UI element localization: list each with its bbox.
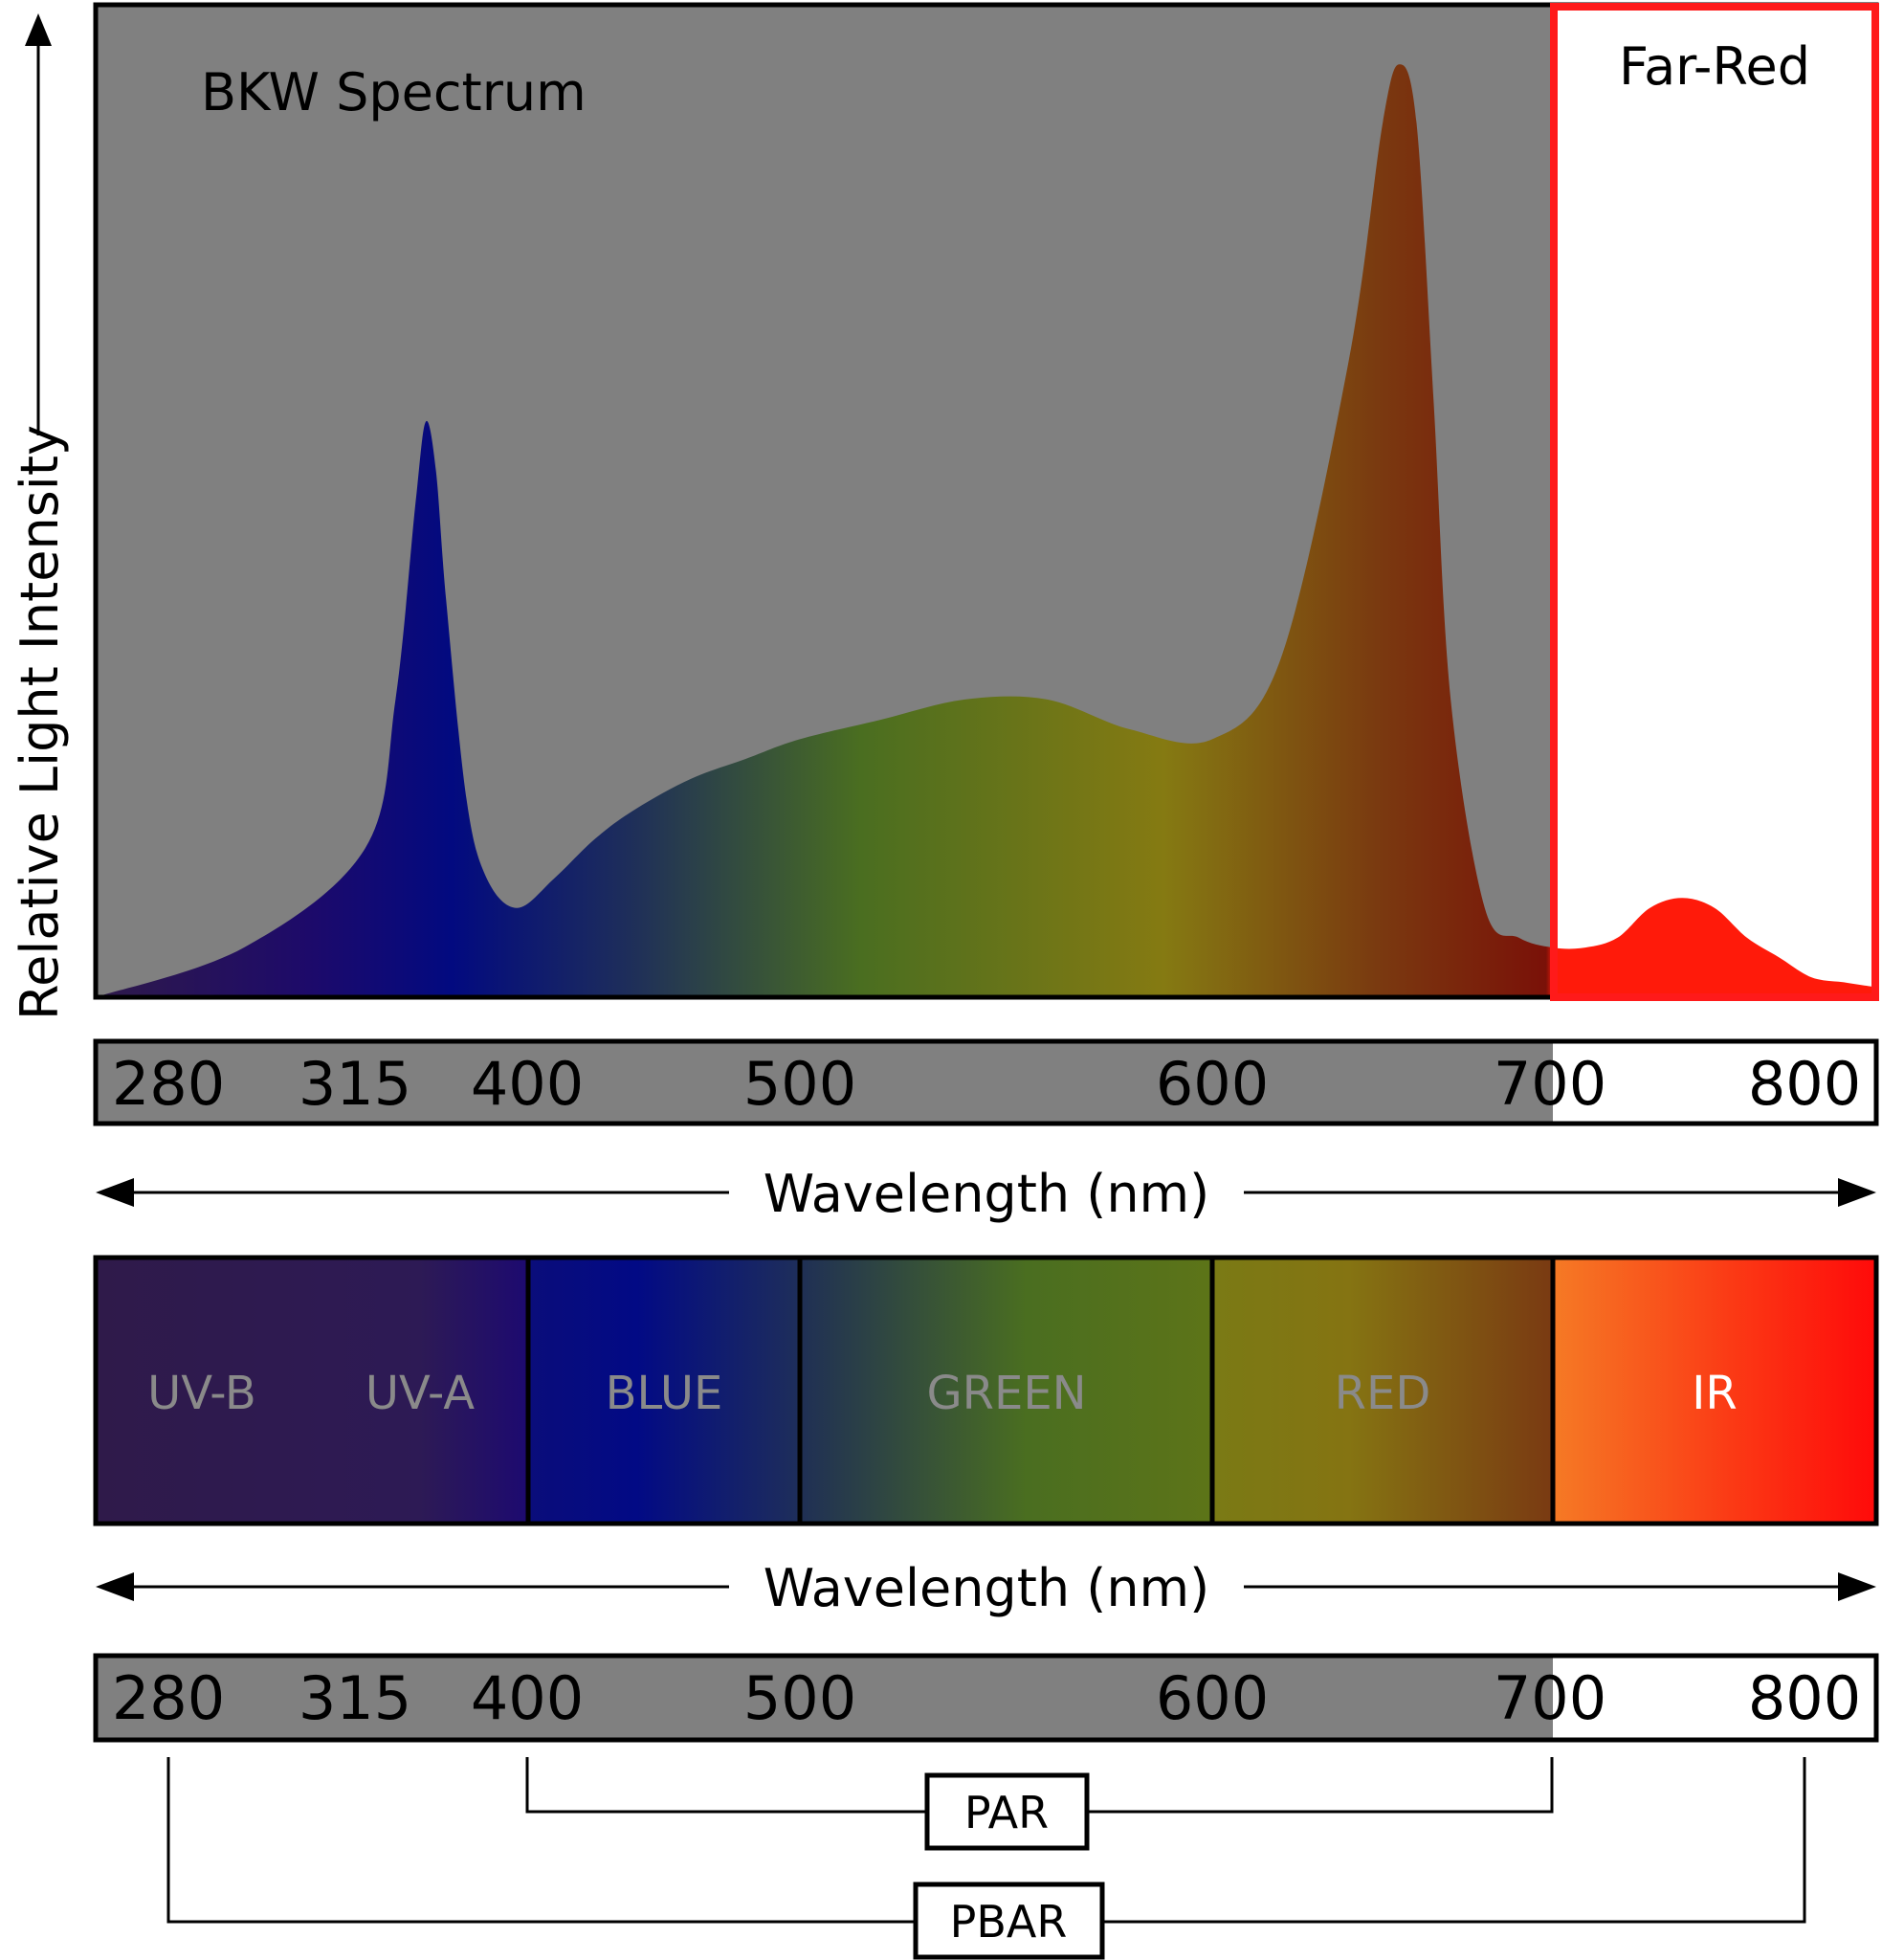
tick-label: 800 [1748,1049,1861,1119]
tick-label: 315 [299,1663,411,1733]
tick-label: 400 [471,1663,584,1733]
tick-bar-top-white [1553,1041,1876,1124]
band-label-red: RED [1335,1367,1431,1420]
par-bracket-line [525,1757,927,1814]
tick-label: 280 [112,1663,225,1733]
tick-bar-bottom: 280 315 400 500 600 700 800 [93,1653,1879,1743]
band-label-green: GREEN [926,1367,1086,1420]
tick-label: 400 [471,1049,584,1119]
tick-label: 600 [1156,1049,1269,1119]
left-arrowhead [96,1178,134,1207]
tick-label: 700 [1494,1663,1606,1733]
par-label: PAR [964,1787,1049,1838]
spectrum-area [96,64,1876,997]
y-axis-label: Relative Light Intensity [10,425,70,1020]
wavelength-axis-1: Wavelength (nm) [96,1164,1876,1224]
band-green [800,1258,1212,1524]
pbar-bracket: PBAR [166,1757,1806,1960]
pbar-label-box [913,1882,1105,1960]
y-axis-arrowhead [25,13,52,46]
far-red-region [1553,5,1876,997]
tick-label: 600 [1156,1663,1269,1733]
tick-bar-bottom-gray [96,1656,1553,1740]
band-uv [96,1258,528,1524]
tick-label: 280 [112,1049,225,1119]
tick-bar-bottom-white [1553,1656,1876,1740]
tick-bar-top-gray [96,1041,1553,1124]
band-label-uv-b: UV-B [147,1367,256,1420]
tick-bar-top-frame [93,1038,1879,1126]
tick-label: 800 [1748,1663,1861,1733]
right-arrowhead [1838,1572,1876,1601]
tick-label: 500 [743,1049,856,1119]
tick-bar-top: 280 315 400 500 600 700 800 [93,1038,1879,1126]
color-bands: UV-B UV-A BLUE GREEN RED IR [93,1255,1879,1526]
band-ir [1553,1258,1876,1524]
tick-label: 315 [299,1049,411,1119]
far-red-label: Far-Red [1619,36,1810,97]
pbar-bracket-line [166,1757,916,1924]
band-red [1212,1258,1553,1524]
band-label-uv-a: UV-A [365,1367,475,1420]
pbar-label: PBAR [950,1896,1068,1948]
x-axis-label: Wavelength (nm) [764,1558,1209,1618]
tick-bar-bottom-frame [93,1653,1879,1743]
right-arrowhead [1838,1178,1876,1207]
par-bracket-line [1087,1757,1554,1814]
tick-label: 700 [1494,1049,1606,1119]
tick-label: 500 [743,1663,856,1733]
band-blue [528,1258,800,1524]
left-arrowhead [96,1572,134,1601]
pbar-bracket-line [1102,1757,1806,1924]
band-label-ir: IR [1692,1367,1738,1420]
bands-frame [93,1255,1879,1526]
par-bracket: PAR [525,1757,1554,1851]
x-axis-label: Wavelength (nm) [764,1164,1209,1224]
chart-title: BKW Spectrum [201,62,587,122]
spectrum-plot: BKW Spectrum Far-Red [93,2,1879,1001]
far-red-highlight-border [1550,3,1879,1001]
wavelength-axis-2: Wavelength (nm) [96,1558,1876,1618]
band-label-blue: BLUE [606,1367,723,1420]
par-label-box [924,1772,1090,1851]
